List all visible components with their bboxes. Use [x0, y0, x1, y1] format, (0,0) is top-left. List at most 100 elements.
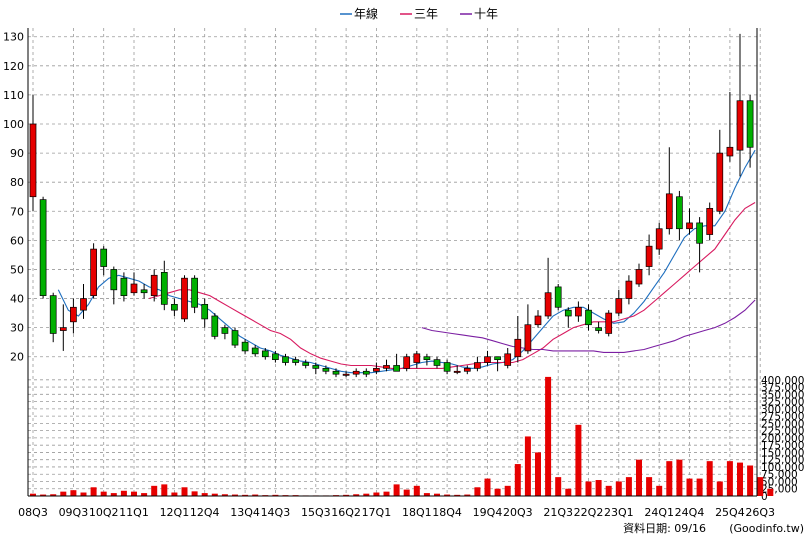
- volume-bar: [726, 461, 733, 496]
- candlesticks: [29, 33, 754, 378]
- candle-down: [110, 269, 118, 291]
- candle-down: [120, 277, 128, 296]
- candle-down: [494, 356, 501, 360]
- volume-bar: [454, 494, 461, 496]
- candle-up: [514, 338, 522, 358]
- candle-up: [736, 100, 744, 151]
- candle-down: [39, 199, 47, 296]
- price-tick-label: 110: [3, 89, 24, 102]
- candle-down: [261, 350, 269, 358]
- candle-up: [615, 298, 623, 314]
- candle-up: [70, 306, 77, 323]
- volume-bar: [50, 494, 57, 496]
- volume-bar: [181, 487, 188, 496]
- volume-bar: [444, 494, 451, 496]
- volume-bar: [747, 465, 754, 496]
- candle-down: [393, 365, 400, 372]
- volume-tick-label: 225,000: [761, 426, 804, 438]
- x-tick-label: 11Q1: [119, 506, 149, 519]
- candle-up: [130, 283, 138, 294]
- price-tick-label: 80: [10, 176, 24, 189]
- volume-bar: [686, 478, 693, 496]
- volume-bar: [120, 490, 127, 496]
- candle-down: [564, 309, 572, 317]
- x-tick-label: 16Q2: [331, 506, 361, 519]
- volume-bar: [373, 492, 380, 496]
- candle-up: [59, 327, 67, 331]
- volume-bar: [211, 493, 218, 496]
- x-axis-ticks: 08Q3 09Q3 10Q2 11Q1 12Q1 12Q4 13Q4 14Q3 15Q3 16Q2…: [18, 506, 775, 519]
- data-date-label: 資料日期: 09/16: [623, 521, 706, 535]
- candle-down: [140, 289, 148, 294]
- x-tick-label: 18Q4: [432, 506, 462, 519]
- candle-up: [645, 245, 653, 267]
- x-tick-label: 19Q4: [473, 506, 503, 519]
- volume-bar: [474, 487, 481, 496]
- x-tick-label: 21Q3: [543, 506, 573, 519]
- volume-bar: [221, 494, 228, 496]
- candle-up: [383, 365, 390, 369]
- chart-legend: 年線 三年 十年: [340, 6, 498, 21]
- candle-up: [706, 208, 714, 235]
- price-axis-ticks: 20 30 40 50 60 70 80 90 100 110 120 130: [3, 31, 24, 364]
- volume-bar: [524, 436, 531, 496]
- candle-down: [443, 362, 451, 372]
- candle-down: [322, 368, 330, 372]
- x-tick-label: 15Q3: [301, 506, 331, 519]
- volume-bars: [30, 376, 774, 496]
- volume-bar: [545, 376, 552, 496]
- volume-bar: [171, 492, 178, 496]
- legend-label: 三年: [414, 7, 438, 21]
- x-tick-label: 24Q1: [644, 506, 674, 519]
- price-tick-label: 50: [10, 263, 24, 276]
- price-tick-label: 70: [10, 205, 24, 218]
- candle-up: [150, 274, 158, 296]
- candle-up: [474, 362, 481, 369]
- volume-tick-label: 375,000: [761, 382, 804, 394]
- volume-bar: [464, 494, 471, 496]
- candle-down: [585, 309, 592, 326]
- volume-bar: [656, 485, 663, 496]
- candle-down: [201, 304, 209, 320]
- candle-down: [231, 330, 239, 346]
- grid-lines: [28, 28, 761, 496]
- x-tick-label: 12Q4: [190, 506, 220, 519]
- volume-bar: [565, 488, 572, 496]
- volume-bar: [484, 478, 491, 496]
- volume-bar: [151, 485, 158, 496]
- candle-up: [544, 292, 552, 317]
- candle-down: [554, 286, 562, 308]
- volume-bar: [80, 492, 87, 496]
- volume-bar: [383, 491, 390, 496]
- volume-bar: [242, 494, 249, 496]
- volume-bar: [141, 493, 148, 496]
- volume-bar: [636, 459, 642, 496]
- candle-down: [302, 362, 310, 366]
- volume-bar: [716, 481, 723, 496]
- volume-bar: [757, 477, 764, 496]
- candle-up: [575, 306, 582, 317]
- volume-bar: [191, 491, 198, 496]
- volume-bar: [232, 494, 238, 496]
- volume-tick-label: 325,000: [761, 397, 804, 409]
- candle-up: [625, 280, 633, 299]
- x-tick-label: 18Q1: [402, 506, 432, 519]
- candle-up: [342, 373, 350, 376]
- volume-tick-label: 125,000: [761, 455, 804, 467]
- candle-down: [171, 304, 178, 311]
- legend-label: 十年: [474, 7, 498, 21]
- x-tick-label: 17Q1: [362, 506, 392, 519]
- volume-bar: [434, 493, 440, 496]
- price-tick-label: 60: [10, 234, 24, 247]
- candle-up: [605, 312, 613, 334]
- x-tick-label: 14Q3: [261, 506, 291, 519]
- legend-label: 年線: [354, 6, 378, 21]
- candle-up: [29, 123, 37, 198]
- x-tick-label: 20Q3: [503, 506, 533, 519]
- volume-bar: [706, 461, 713, 496]
- volume-bar: [625, 477, 632, 496]
- candle-down: [696, 222, 703, 244]
- x-tick-label: 12Q1: [160, 506, 190, 519]
- candle-up: [413, 353, 421, 363]
